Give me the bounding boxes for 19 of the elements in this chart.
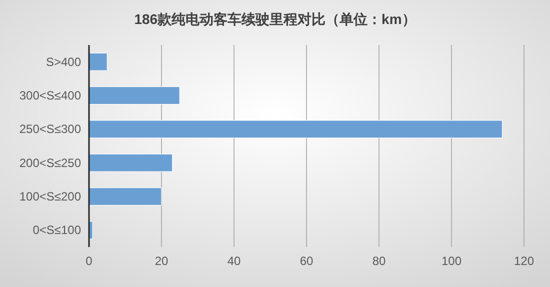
x-tick-label: 100: [441, 254, 462, 268]
bar: [88, 154, 173, 172]
y-tick-label: 200<S≤250: [19, 156, 82, 170]
bar: [88, 86, 180, 105]
bar: [88, 120, 503, 138]
x-tick-label: 60: [300, 254, 314, 268]
bar: [88, 52, 108, 71]
x-tick-label: 40: [227, 254, 241, 268]
x-tick-label: 80: [372, 254, 386, 268]
x-tick-label: 0: [86, 254, 93, 268]
y-tick-label: 300<S≤400: [19, 88, 82, 102]
y-tick-label: 250<S≤300: [19, 122, 82, 136]
chart-title: 186款纯电动客车续驶里程对比（单位：km）: [134, 11, 416, 27]
y-tick-label: 100<S≤200: [19, 190, 82, 204]
x-tick-label: 120: [514, 254, 534, 268]
x-tick-label: 20: [154, 254, 168, 268]
y-tick-label: 0<S≤100: [32, 223, 82, 238]
bar: [88, 187, 162, 206]
y-tick-label: S>400: [46, 54, 82, 69]
